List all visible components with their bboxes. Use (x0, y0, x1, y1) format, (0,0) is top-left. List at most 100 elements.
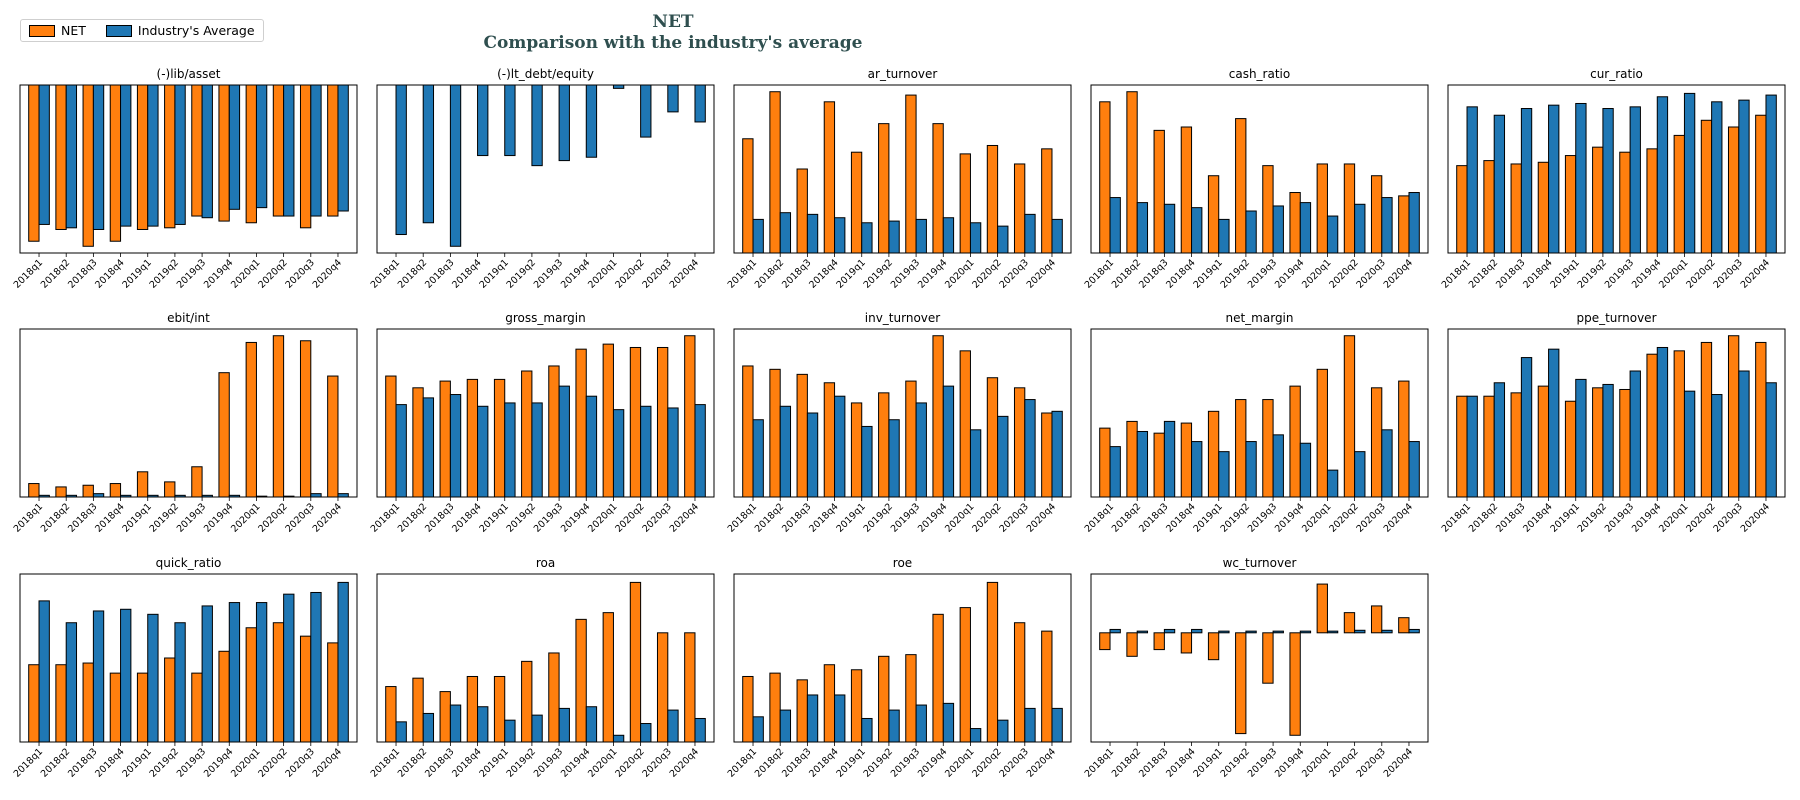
legend-swatch-industry (105, 24, 132, 37)
subplot-6: gross_margin2018q12018q22018q32018q42019… (369, 311, 715, 535)
bar-industry (667, 709, 679, 743)
bar-industry (1326, 215, 1339, 254)
x-tick-label: 2019q3 (1603, 501, 1636, 534)
bar-industry (1381, 197, 1393, 254)
subplot-8: net_margin 2018q12018q22018q32018q42019q1… (1083, 311, 1429, 535)
bar-net (742, 675, 754, 743)
bar-industry (888, 709, 900, 743)
subplot-title: inv_turnover (865, 311, 941, 325)
x-tick-label: 2018q1 (726, 257, 759, 290)
bar-net (164, 84, 176, 229)
plot-frame (1090, 84, 1429, 254)
bar-net (1013, 387, 1026, 498)
bar-net (272, 335, 285, 498)
x-tick-label: 2018q4 (1521, 501, 1554, 534)
x-tick-label: 2020q4 (1739, 257, 1772, 290)
x-tick-label: 2019q3 (889, 257, 922, 290)
bar-industry (888, 419, 900, 498)
subplot-13: wc_turnover2018q12018q22018q32018q42019q… (1083, 556, 1429, 780)
bar-industry (120, 608, 132, 743)
bar-industry (1326, 630, 1339, 634)
x-tick-label: 2020q4 (1382, 501, 1415, 534)
bar-net (986, 377, 999, 498)
bar-net (109, 84, 122, 242)
bar-industry (1354, 203, 1366, 254)
x-tick-label: 2019q2 (505, 501, 538, 534)
x-tick-label: 2018q1 (1440, 257, 1473, 290)
bar-net (136, 471, 149, 498)
bar-net (109, 672, 122, 743)
x-tick-label: 2020q2 (1327, 257, 1360, 290)
plot-frame (733, 84, 1072, 254)
bar-net (55, 84, 67, 230)
bar-net (796, 373, 808, 498)
x-tick-label: 2020q1 (229, 746, 262, 779)
bar-net (1041, 148, 1053, 254)
bar-net (164, 481, 176, 498)
bar-net (1289, 632, 1301, 736)
bar-net (1262, 165, 1274, 254)
x-tick-label: 2018q2 (1110, 257, 1143, 290)
bar-industry (915, 402, 927, 498)
bar-net (191, 672, 203, 743)
bar-net (272, 622, 285, 743)
bar-net (327, 84, 339, 217)
bar-net (1126, 420, 1138, 498)
bar-net (1537, 161, 1550, 254)
plot-frame (1447, 328, 1786, 498)
bar-industry (915, 218, 927, 254)
x-tick-label: 2020q4 (311, 746, 344, 779)
x-tick-label: 2019q1 (120, 257, 153, 290)
x-tick-label: 2018q3 (66, 257, 99, 290)
x-tick-label: 2020q3 (1354, 501, 1387, 534)
bar-net (1153, 432, 1165, 498)
bar-industry (65, 84, 78, 229)
bar-industry (1024, 399, 1036, 498)
x-tick-label: 2019q1 (120, 746, 153, 779)
x-tick-label: 2020q4 (1739, 501, 1772, 534)
bar-net (796, 679, 808, 743)
bar-industry (1245, 210, 1257, 254)
bar-industry (395, 721, 407, 743)
x-tick-label: 2018q2 (39, 501, 72, 534)
bar-net (412, 677, 424, 743)
bar-net (82, 484, 94, 498)
bar-industry (1163, 628, 1176, 634)
bar-industry (477, 84, 489, 157)
bar-industry (531, 84, 543, 167)
bar-industry (585, 706, 598, 743)
x-tick-label: 2018q3 (1137, 746, 1170, 779)
x-tick-label: 2019q3 (1246, 501, 1279, 534)
bar-net (1564, 400, 1577, 498)
bar-net (1370, 387, 1383, 498)
bar-net (1316, 368, 1328, 498)
bar-net (850, 402, 863, 498)
bar-industry (1109, 197, 1121, 254)
bar-net (656, 632, 669, 743)
bar-net (327, 642, 339, 743)
bar-industry (779, 709, 792, 743)
bar-industry (1299, 202, 1312, 254)
x-tick-label: 2020q2 (613, 501, 646, 534)
bar-industry (228, 84, 241, 210)
x-tick-label: 2018q1 (726, 746, 759, 779)
x-tick-label: 2018q4 (807, 501, 840, 534)
x-tick-label: 2020q3 (283, 746, 316, 779)
bar-industry (1191, 441, 1203, 498)
bar-net (1343, 612, 1356, 634)
bar-industry (834, 694, 846, 743)
x-tick-label: 2019q3 (532, 746, 565, 779)
bar-net (959, 607, 971, 743)
bar-industry (640, 723, 652, 743)
x-tick-label: 2019q1 (1191, 501, 1224, 534)
x-tick-label: 2018q3 (66, 746, 99, 779)
bar-industry (174, 622, 186, 743)
x-tick-label: 2019q3 (175, 501, 208, 534)
legend-item-net: NET (29, 23, 86, 38)
x-tick-label: 2020q1 (586, 257, 619, 290)
bar-industry (1548, 104, 1560, 254)
x-tick-label: 2018q2 (396, 501, 429, 534)
legend-label-industry: Industry's Average (137, 23, 255, 38)
bar-industry (337, 581, 349, 743)
subplot-title: (-)lib/asset (157, 67, 221, 81)
